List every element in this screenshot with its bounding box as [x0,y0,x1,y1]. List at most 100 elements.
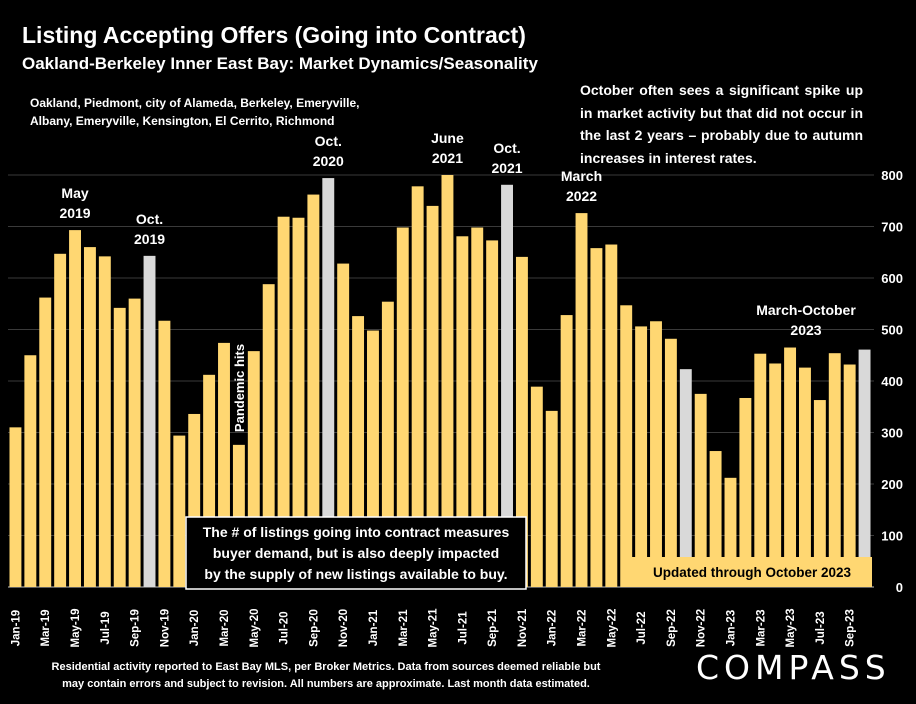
bar [277,216,290,587]
bar [694,393,707,587]
bar [530,386,543,587]
bar [605,244,618,587]
updated-label: Updated through October 2023 [653,565,852,580]
x-tick-label: Mar-20 [219,609,231,646]
x-tick-label: Nov-20 [338,609,350,647]
x-tick-label: May-22 [606,609,618,648]
x-tick-label: Jan-19 [10,610,22,646]
peak-label: 2021 [491,160,522,176]
peak-label: June [431,130,464,146]
demand-note-line: by the supply of new listings available … [204,566,507,582]
peak-label: 2019 [134,231,165,247]
peak-label: Oct. [493,140,520,156]
bar [426,205,439,587]
bar [367,330,379,587]
y-tick-label: 300 [881,426,903,441]
source-footnote: Residential activity reported to East Ba… [20,659,632,693]
bar [739,397,752,587]
bar [203,374,216,587]
x-tick-label: Jul-19 [100,611,112,644]
peak-label: 2019 [59,205,90,221]
x-tick-label: May-20 [249,609,261,648]
x-tick-label: Sep-23 [845,609,857,647]
demand-note-line: The # of listings going into contract me… [203,524,510,540]
bar [799,367,811,587]
x-tick-label: Jul-22 [636,611,648,644]
bar [843,364,856,587]
peak-label: 2022 [566,188,597,204]
bar [650,321,662,587]
trend-note: October often sees a significant spike u… [580,82,863,166]
peak-label: 2023 [790,322,821,338]
footnote-line-2: may contain errors and subject to revisi… [62,678,590,690]
y-tick-label: 100 [881,529,903,544]
x-tick-label: Mar-19 [40,609,52,646]
bar [679,369,692,587]
bar [560,315,573,587]
bar [769,363,782,587]
bar [828,353,841,587]
bar [54,253,67,588]
bar [292,217,305,587]
peak-label: Oct. [136,211,163,227]
x-tick-label: Nov-21 [517,608,529,647]
peak-label: March [561,168,602,184]
x-tick-label: Sep-20 [308,609,320,647]
bar [590,248,603,587]
bar [709,451,722,587]
y-tick-label: 600 [881,271,903,286]
peak-label: May [61,185,88,201]
x-tick-label: Sep-19 [130,609,142,647]
bar [724,477,737,587]
peak-label: Oct. [315,133,342,149]
region-note-line-2: Albany, Emeryville, Kensington, El Cerri… [30,114,335,128]
footnote-line-1: Residential activity reported to East Ba… [51,661,601,673]
y-tick-label: 800 [881,168,903,183]
x-tick-label: Nov-19 [159,609,171,647]
bar [173,435,186,587]
demand-note-box [185,516,527,590]
bar [158,320,171,587]
bar [69,230,81,588]
bar [620,305,633,587]
x-tick-label: Mar-23 [755,609,767,646]
bar [307,194,320,587]
peak-label: 2020 [313,153,344,169]
x-tick-label: Jul-23 [815,611,827,644]
chart-subtitle: Oakland-Berkeley Inner East Bay: Market … [22,54,538,73]
bar [83,247,96,587]
region-note-line-1: Oakland, Piedmont, city of Alameda, Berk… [30,96,360,110]
bar [322,178,335,587]
bar [396,227,409,587]
bar [545,410,558,587]
bar [39,297,52,587]
bars [9,175,871,588]
bar [471,227,484,587]
bar [754,353,767,587]
x-tick-label: Jan-23 [725,610,737,646]
bar [664,338,677,587]
x-tick-label: Sep-22 [666,609,678,647]
pandemic-label: Pandemic hits [232,344,247,432]
bar [128,298,141,587]
bar [188,413,201,587]
x-tick-label: Sep-21 [487,609,499,647]
peak-label: 2021 [432,150,463,166]
bar [113,307,126,587]
annotations: May 2019 Oct. 2019 Oct. 2020 June 2021 Oct. 2021 M… [59,130,872,590]
bar [218,342,230,587]
bar [352,316,365,587]
bar [232,444,245,587]
x-tick-label: Jan-21 [368,609,380,646]
compass-logo: COMPASS [696,648,891,687]
bar [635,326,648,587]
region-note: Oakland, Piedmont, city of Alameda, Berk… [30,94,400,130]
bar [515,256,528,587]
x-tick-label: May-23 [785,609,797,648]
y-tick-label: 500 [881,323,903,338]
bar [98,256,111,587]
chart-title: Listing Accepting Offers (Going into Con… [22,22,526,48]
bar [24,355,37,587]
y-tick-label: 700 [881,220,903,235]
